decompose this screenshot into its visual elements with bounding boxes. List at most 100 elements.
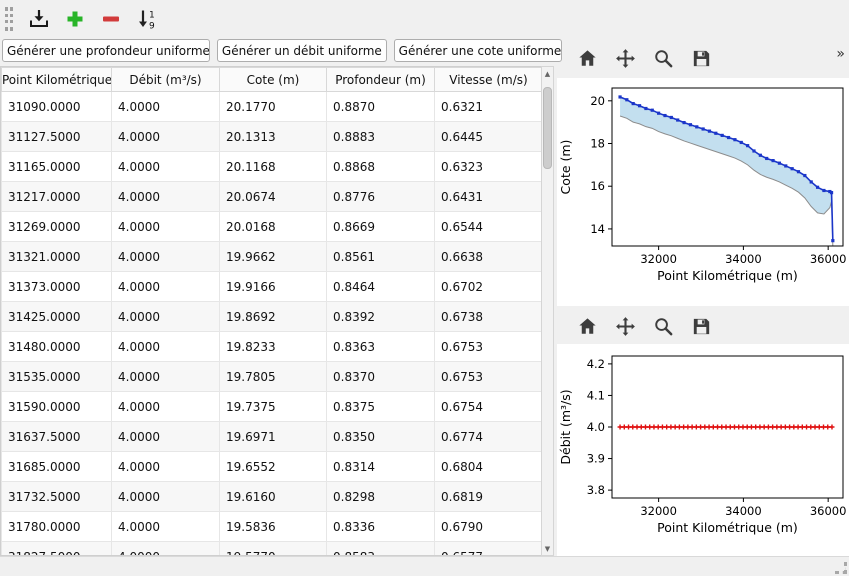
table-cell[interactable]: 4.0000: [111, 391, 220, 422]
pan-button[interactable]: [613, 46, 637, 70]
zoom-button[interactable]: [651, 46, 675, 70]
table-cell[interactable]: 0.6702: [434, 271, 541, 302]
table-cell[interactable]: 4.0000: [111, 541, 220, 555]
table-cell[interactable]: 31321.0000: [1, 241, 112, 272]
table-cell[interactable]: 4.0000: [111, 121, 220, 152]
table-cell[interactable]: 0.8870: [326, 91, 435, 122]
table-cell[interactable]: 0.8350: [326, 421, 435, 452]
table-cell[interactable]: 0.6321: [434, 91, 541, 122]
table-cell[interactable]: 19.8692: [219, 301, 327, 332]
column-header[interactable]: Débit (m³/s): [111, 67, 220, 92]
toolbar-overflow-chevron[interactable]: »: [836, 46, 845, 62]
table-cell[interactable]: 31269.0000: [1, 211, 112, 242]
table-cell[interactable]: 0.6544: [434, 211, 541, 242]
table-cell[interactable]: 4.0000: [111, 181, 220, 212]
table-cell[interactable]: 31535.0000: [1, 361, 112, 392]
add-row-button[interactable]: [60, 4, 90, 34]
table-cell[interactable]: 0.6754: [434, 391, 541, 422]
sort-button[interactable]: 1 9: [132, 4, 162, 34]
resize-grip[interactable]: [835, 562, 847, 574]
table-cell[interactable]: 31165.0000: [1, 151, 112, 182]
save-figure-button[interactable]: [689, 46, 713, 70]
table-cell[interactable]: 0.8375: [326, 391, 435, 422]
toolbar-grip[interactable]: [5, 7, 13, 31]
table-cell[interactable]: 0.6738: [434, 301, 541, 332]
table-cell[interactable]: 31090.0000: [1, 91, 112, 122]
table-cell[interactable]: 19.5836: [219, 511, 327, 542]
table-cell[interactable]: 4.0000: [111, 421, 220, 452]
table-cell[interactable]: 20.1168: [219, 151, 327, 182]
table-cell[interactable]: 4.0000: [111, 331, 220, 362]
table-cell[interactable]: 19.8233: [219, 331, 327, 362]
home-button[interactable]: [575, 46, 599, 70]
scrollbar-thumb[interactable]: [543, 87, 552, 169]
import-button[interactable]: [24, 4, 54, 34]
generate-uniform-level-button[interactable]: Générer une cote uniforme: [393, 39, 562, 62]
table-cell[interactable]: 0.8370: [326, 361, 435, 392]
table-cell[interactable]: 0.6323: [434, 151, 541, 182]
save-figure-button[interactable]: [689, 314, 713, 338]
home-button[interactable]: [575, 314, 599, 338]
scroll-down-arrow[interactable]: ▼: [544, 544, 551, 553]
table-cell[interactable]: 4.0000: [111, 151, 220, 182]
table-cell[interactable]: 0.8336: [326, 511, 435, 542]
table-cell[interactable]: 19.7375: [219, 391, 327, 422]
table-cell[interactable]: 19.6552: [219, 451, 327, 482]
table-cell[interactable]: 0.8669: [326, 211, 435, 242]
plot-area[interactable]: [611, 87, 844, 247]
table-cell[interactable]: 4.0000: [111, 241, 220, 272]
table-cell[interactable]: 31780.0000: [1, 511, 112, 542]
table-cell[interactable]: 0.6431: [434, 181, 541, 212]
table-cell[interactable]: 0.8868: [326, 151, 435, 182]
table-cell[interactable]: 0.6445: [434, 121, 541, 152]
generate-uniform-depth-button[interactable]: Générer une profondeur uniforme: [2, 39, 210, 62]
table-cell[interactable]: 20.1770: [219, 91, 327, 122]
scroll-up-arrow[interactable]: ▲: [544, 69, 551, 78]
table-cell[interactable]: 19.6160: [219, 481, 327, 512]
table-cell[interactable]: 20.0168: [219, 211, 327, 242]
table-cell[interactable]: 0.8298: [326, 481, 435, 512]
table-cell[interactable]: 0.6774: [434, 421, 541, 452]
table-cell[interactable]: 4.0000: [111, 301, 220, 332]
table-cell[interactable]: 4.0000: [111, 211, 220, 242]
table-cell[interactable]: 0.6819: [434, 481, 541, 512]
table-cell[interactable]: 0.6790: [434, 511, 541, 542]
zoom-button[interactable]: [651, 314, 675, 338]
table-cell[interactable]: 0.8464: [326, 271, 435, 302]
table-cell[interactable]: 0.6753: [434, 361, 541, 392]
table-cell[interactable]: 31827.5000: [1, 541, 112, 555]
table-cell[interactable]: 0.6577: [434, 541, 541, 555]
cote-profile-chart[interactable]: 32000 34000 36000 14 16 18 20 Point Kilométriqu…: [557, 78, 849, 306]
table-cell[interactable]: 4.0000: [111, 451, 220, 482]
column-header[interactable]: Vitesse (m/s): [434, 67, 541, 92]
table-cell[interactable]: 0.8776: [326, 181, 435, 212]
column-header[interactable]: Cote (m): [219, 67, 327, 92]
table-cell[interactable]: 4.0000: [111, 361, 220, 392]
pan-button[interactable]: [613, 314, 637, 338]
table-cell[interactable]: 31637.5000: [1, 421, 112, 452]
table-cell[interactable]: 31217.0000: [1, 181, 112, 212]
table-cell[interactable]: 19.9662: [219, 241, 327, 272]
table-cell[interactable]: 19.5770: [219, 541, 327, 555]
table-cell[interactable]: 20.1313: [219, 121, 327, 152]
table-cell[interactable]: 20.0674: [219, 181, 327, 212]
table-cell[interactable]: 31127.5000: [1, 121, 112, 152]
table-cell[interactable]: 31373.0000: [1, 271, 112, 302]
table-cell[interactable]: 0.8883: [326, 121, 435, 152]
table-cell[interactable]: 4.0000: [111, 511, 220, 542]
table-cell[interactable]: 19.9166: [219, 271, 327, 302]
delete-row-button[interactable]: [96, 4, 126, 34]
table-cell[interactable]: 31480.0000: [1, 331, 112, 362]
table-cell[interactable]: 19.6971: [219, 421, 327, 452]
debit-profile-chart[interactable]: 32000 34000 36000 3.8 3.9 4.0 4.1 4.2 Point Kilo…: [557, 344, 849, 556]
table-cell[interactable]: 0.8314: [326, 451, 435, 482]
generate-uniform-flow-button[interactable]: Générer un débit uniforme: [216, 39, 387, 62]
table-cell[interactable]: 0.8392: [326, 301, 435, 332]
table-cell[interactable]: 0.6638: [434, 241, 541, 272]
table-cell[interactable]: 0.6753: [434, 331, 541, 362]
column-header[interactable]: Profondeur (m): [326, 67, 435, 92]
table-cell[interactable]: 0.6804: [434, 451, 541, 482]
table-cell[interactable]: 0.8363: [326, 331, 435, 362]
table-cell[interactable]: 31732.5000: [1, 481, 112, 512]
table-cell[interactable]: 4.0000: [111, 481, 220, 512]
